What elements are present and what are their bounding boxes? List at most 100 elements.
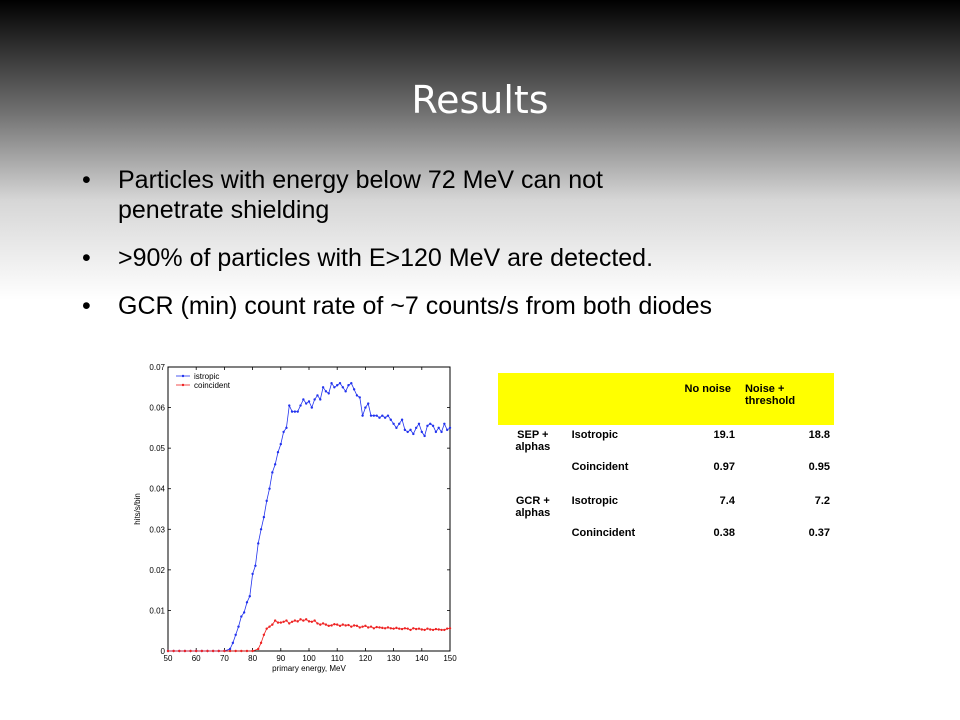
data-point-istropic — [299, 404, 302, 407]
data-point-istropic — [347, 384, 350, 387]
data-point-coincident — [417, 627, 421, 630]
data-point-coincident — [341, 623, 345, 626]
data-point-coincident — [336, 623, 339, 626]
data-point-coincident — [440, 628, 443, 632]
table-header-cell: Noise + threshold — [744, 383, 796, 407]
data-point-coincident — [369, 625, 373, 628]
table-header-cell — [498, 373, 568, 425]
data-point-coincident — [234, 649, 237, 653]
data-point-istropic — [361, 414, 364, 417]
data-point-istropic — [412, 432, 415, 436]
data-point-coincident — [375, 625, 378, 629]
data-point-coincident — [389, 627, 392, 630]
data-point-istropic — [304, 402, 308, 405]
data-point-istropic — [330, 382, 333, 385]
data-point-istropic — [434, 430, 438, 434]
data-point-coincident — [290, 620, 294, 623]
data-point-coincident — [279, 621, 282, 624]
data-point-coincident — [350, 625, 353, 628]
data-point-istropic — [352, 388, 356, 391]
y-axis-label: hits/s/bin — [133, 493, 142, 525]
data-point-coincident — [265, 627, 268, 630]
data-point-istropic — [414, 426, 418, 430]
data-point-istropic — [443, 422, 446, 425]
legend-marker-coincident — [181, 383, 185, 387]
table-cell: Isotropic — [571, 495, 619, 507]
data-point-istropic — [381, 414, 384, 417]
data-point-istropic — [429, 422, 432, 425]
data-point-coincident — [200, 649, 204, 653]
x-tick-label: 50 — [164, 654, 173, 663]
plot-frame — [167, 366, 451, 652]
data-point-istropic — [228, 647, 232, 651]
data-point-coincident — [324, 623, 328, 626]
table-cell: 19.1 — [713, 429, 735, 441]
y-tick-label: 0.01 — [149, 606, 165, 615]
table-cell: 0.97 — [713, 461, 735, 473]
energy-plot: 50 60 70 80 90 100 110 120 130 140 150 0 0.01 0.02 0.0… — [133, 363, 457, 673]
y-tick-label: 0.07 — [149, 363, 165, 372]
data-point-istropic — [321, 386, 325, 389]
data-point-coincident — [409, 628, 412, 632]
data-point-istropic — [389, 418, 392, 421]
data-point-istropic — [341, 386, 345, 389]
data-point-coincident — [398, 627, 401, 630]
table-header-row: No noise Noise + threshold — [498, 373, 834, 425]
table-header-cell — [568, 373, 660, 425]
data-point-coincident — [347, 623, 350, 627]
data-point-istropic — [265, 499, 268, 503]
data-point-istropic — [271, 471, 274, 474]
data-point-coincident — [282, 620, 285, 623]
data-point-istropic — [324, 390, 328, 393]
data-point-istropic — [358, 396, 361, 399]
data-point-istropic — [378, 416, 381, 419]
data-point-coincident — [400, 627, 404, 631]
data-point-istropic — [316, 394, 319, 397]
data-point-istropic — [259, 528, 263, 531]
data-point-coincident — [257, 647, 260, 651]
data-point-coincident — [434, 627, 438, 631]
data-point-coincident — [330, 624, 333, 627]
data-point-istropic — [240, 615, 243, 618]
data-point-coincident — [217, 649, 220, 653]
data-point-istropic — [237, 625, 240, 628]
data-point-coincident — [412, 627, 415, 630]
data-point-istropic — [293, 410, 297, 413]
data-point-istropic — [364, 406, 367, 409]
legend-label-istropic: istropic — [194, 372, 219, 381]
data-point-coincident — [445, 627, 449, 630]
data-point-coincident — [429, 628, 432, 631]
data-point-coincident — [262, 633, 266, 636]
data-point-istropic — [426, 424, 429, 428]
data-point-coincident — [367, 626, 370, 629]
data-point-istropic — [409, 428, 412, 432]
data-point-istropic — [310, 406, 314, 409]
data-point-coincident — [316, 622, 319, 625]
x-tick-label: 60 — [192, 654, 201, 663]
data-point-coincident — [448, 627, 452, 630]
data-point-coincident — [392, 627, 395, 630]
bullet-item: GCR (min) count rate of ~7 counts/s from… — [82, 291, 922, 321]
data-point-coincident — [251, 649, 254, 653]
data-point-istropic — [254, 564, 257, 567]
data-point-istropic — [313, 398, 316, 401]
bullet-list: Particles with energy below 72 MeV can n… — [82, 165, 922, 339]
table-cell: Isotropic — [571, 429, 619, 441]
data-point-istropic — [268, 487, 271, 490]
data-point-coincident — [321, 622, 325, 625]
bullet-line: GCR (min) count rate of ~7 counts/s from… — [118, 292, 713, 320]
y-tick-label: 0.06 — [149, 404, 165, 413]
x-tick-label: 150 — [443, 654, 457, 663]
data-point-istropic — [302, 398, 305, 401]
data-point-istropic — [319, 398, 322, 401]
table-row: GCR + alphas Isotropic 7.4 7.2 — [498, 489, 834, 523]
data-point-istropic — [403, 428, 407, 432]
data-point-coincident — [426, 627, 429, 630]
data-point-istropic — [423, 434, 426, 438]
data-point-coincident — [443, 628, 446, 632]
x-tick-label: 120 — [359, 654, 373, 663]
data-point-coincident — [302, 619, 305, 622]
data-point-coincident — [285, 619, 288, 622]
data-point-coincident — [211, 649, 215, 653]
bullet-line: penetrate shielding — [118, 196, 330, 224]
